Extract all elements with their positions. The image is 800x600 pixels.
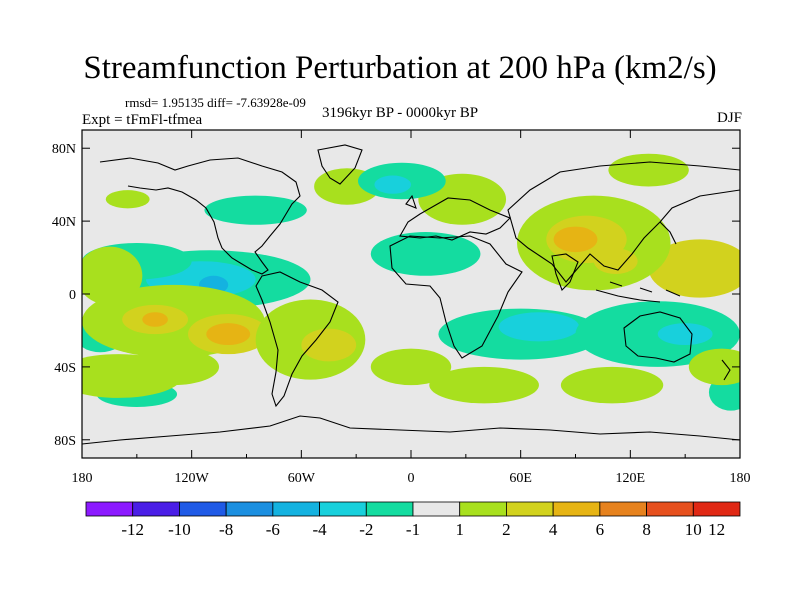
contour-region-26 — [142, 312, 168, 327]
x-tick-label: 120E — [616, 471, 646, 486]
contour-region-3 — [553, 226, 598, 253]
contour-region-37 — [370, 348, 452, 386]
contour-region-0 — [648, 239, 740, 298]
contour-region-19 — [575, 301, 740, 367]
colorbar-swatch — [646, 501, 694, 517]
colorbar-swatch — [85, 501, 134, 517]
y-tick-label: 40N — [52, 215, 76, 230]
colorbar-swatch — [506, 501, 554, 517]
colorbar-label: 8 — [642, 520, 651, 539]
contour-region-28 — [206, 323, 251, 346]
contour-region-36 — [688, 348, 740, 386]
colorbar-swatch — [132, 501, 180, 517]
x-tick-label: 180 — [730, 471, 751, 486]
coast-north-america — [99, 157, 301, 275]
colorbar-swatch — [319, 501, 367, 517]
contour-region-8 — [105, 190, 150, 209]
x-axis: 180 120W 60W 0 60E 120E 180 — [72, 130, 751, 486]
colorbar-swatch — [179, 501, 227, 517]
contour-region-16 — [374, 175, 411, 194]
coast-asia — [507, 161, 740, 283]
coast-india — [551, 253, 579, 291]
y-tick-label: 80N — [52, 142, 76, 157]
coast-uk — [405, 194, 417, 209]
colorbar-label: 12 — [708, 520, 725, 539]
colorbar-swatch — [552, 501, 601, 517]
colorbar-label: -10 — [168, 520, 191, 539]
colorbar-label: -12 — [121, 520, 144, 539]
coast-antarctica — [82, 415, 740, 445]
colorbar-label: 2 — [502, 520, 511, 539]
colorbar-label: 6 — [596, 520, 605, 539]
season-label: DJF — [716, 110, 742, 126]
colorbar-swatch — [365, 501, 414, 517]
colorbar-label: 10 — [685, 520, 702, 539]
colorbar-swatch — [459, 501, 507, 517]
contour-region-30 — [301, 328, 357, 362]
colorbar-swatch — [412, 501, 461, 517]
coast-greenland — [317, 144, 363, 185]
contour-region-35 — [429, 366, 539, 404]
colorbar-label: -2 — [359, 520, 373, 539]
contour-fill-layer — [82, 153, 740, 411]
colorbar-label: -4 — [312, 520, 327, 539]
colorbar-label: -8 — [219, 520, 233, 539]
y-tick-label: 40S — [54, 361, 76, 376]
contour-region-4 — [593, 248, 638, 274]
coast-africa — [389, 235, 523, 359]
coast-new-zealand — [721, 359, 731, 381]
colorbar-label: -6 — [266, 520, 280, 539]
colorbar: -12 -10 -8 -6 -4 -2 -1 1 2 4 6 8 10 12 — [85, 501, 741, 539]
coastline-layer — [82, 144, 740, 445]
contour-region-7 — [608, 153, 689, 187]
stats-label: rmsd= 1.95135 diff= -7.63928e-09 — [125, 95, 306, 110]
colorbar-label: 4 — [549, 520, 558, 539]
map-plot-area — [82, 130, 740, 458]
contour-region-14 — [204, 195, 307, 225]
y-axis: 80N 40N 0 40S 80S — [52, 142, 740, 449]
coast-indonesia — [595, 281, 681, 303]
x-tick-label: 120W — [175, 471, 210, 486]
x-tick-label: 0 — [408, 471, 415, 486]
contour-region-33 — [127, 348, 220, 386]
x-tick-label: 180 — [72, 471, 93, 486]
contour-region-9 — [370, 232, 481, 276]
experiment-label: Expt = tFmFl-tfmea — [82, 112, 203, 128]
contour-region-34 — [560, 366, 664, 404]
x-tick-label: 60E — [509, 471, 532, 486]
colorbar-swatch — [272, 501, 320, 517]
coast-japan — [659, 221, 677, 245]
colorbar-label: -1 — [406, 520, 420, 539]
colorbar-swatch — [225, 501, 274, 517]
period-label: 3196kyr BP - 0000kyr BP — [322, 105, 479, 121]
colorbar-swatch — [692, 501, 741, 517]
colorbar-label: 1 — [455, 520, 464, 539]
chart-title: Streamfunction Perturbation at 200 hPa (… — [83, 50, 717, 86]
contour-region-18 — [498, 312, 580, 342]
coast-australia — [623, 311, 693, 363]
y-tick-label: 80S — [54, 434, 76, 449]
coast-south-america — [255, 271, 339, 408]
x-tick-label: 60W — [288, 471, 316, 486]
colorbar-swatch — [599, 501, 647, 517]
contour-region-20 — [657, 323, 713, 346]
contour-region-31 — [82, 246, 143, 305]
y-tick-label: 0 — [69, 288, 76, 303]
